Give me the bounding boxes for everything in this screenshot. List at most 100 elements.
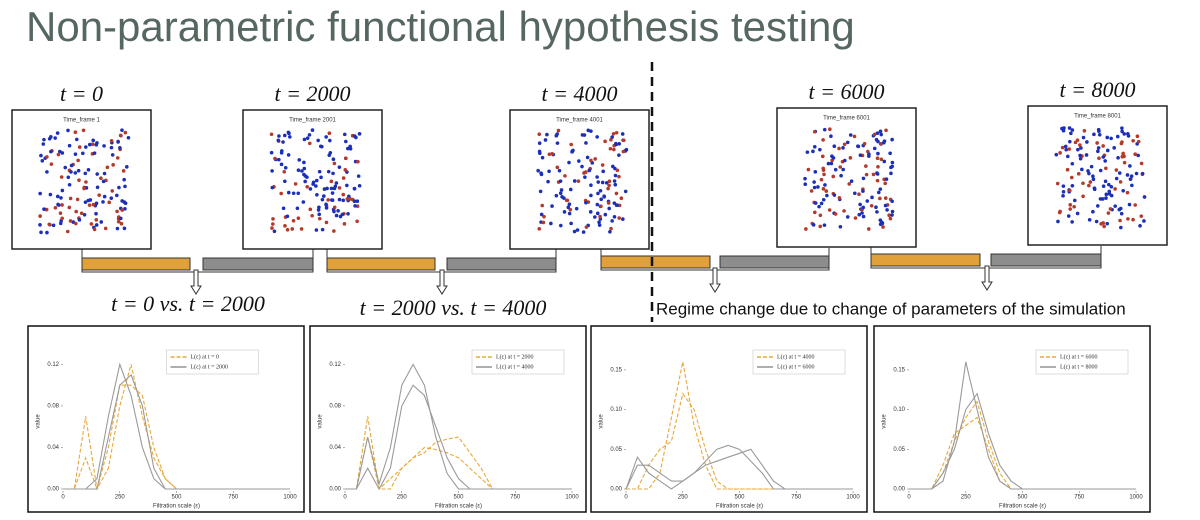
particle [75, 197, 80, 202]
particle [845, 215, 850, 219]
particle [51, 223, 56, 228]
particle [270, 169, 274, 173]
particle [1065, 154, 1070, 159]
particle [595, 211, 600, 216]
particle-cloud [803, 127, 895, 231]
particle [1060, 145, 1065, 150]
y-tick-label: 0.12 [329, 362, 341, 368]
particle [99, 176, 103, 180]
particle [38, 214, 42, 218]
particle [550, 151, 554, 156]
particle [1129, 174, 1134, 178]
particle [811, 223, 816, 227]
particle [823, 183, 827, 187]
particle [332, 229, 336, 233]
particle [558, 179, 563, 183]
particle [1097, 132, 1102, 137]
particle [1103, 159, 1107, 163]
particle [861, 176, 866, 181]
particle [87, 142, 92, 147]
particle [311, 182, 315, 186]
particle [614, 142, 618, 147]
particle [890, 213, 894, 217]
particle [1102, 224, 1106, 229]
particle [816, 185, 820, 189]
x-tick-label: 250 [115, 495, 126, 501]
particle [848, 156, 853, 160]
particle [356, 174, 361, 178]
particle [63, 165, 68, 170]
particle [115, 209, 119, 214]
particle [619, 196, 624, 201]
particle [66, 128, 70, 133]
particle [818, 224, 823, 229]
particle [556, 128, 561, 133]
particle [608, 229, 612, 234]
particle [83, 200, 88, 204]
particle [346, 211, 350, 216]
particle [73, 152, 78, 156]
particle [279, 151, 284, 155]
particle [624, 147, 629, 152]
particle [813, 201, 818, 205]
legend-label: L(ε) at t = 8000 [1060, 363, 1098, 370]
particle [1139, 161, 1144, 166]
particle [598, 188, 603, 193]
particle [567, 202, 572, 206]
particle [861, 214, 866, 219]
particle [107, 200, 111, 205]
particle [279, 162, 284, 167]
y-axis-label: value [318, 414, 324, 429]
x-tick-label: 750 [791, 495, 802, 501]
particle [90, 142, 95, 146]
particle [609, 226, 613, 231]
particle [56, 202, 60, 207]
particle [813, 170, 818, 174]
particle [875, 156, 880, 160]
particle [872, 146, 877, 151]
particle [1070, 220, 1074, 224]
y-tick-label: 0.15 [610, 367, 622, 373]
particle [819, 177, 824, 182]
particle [599, 197, 603, 202]
particle [343, 168, 348, 172]
particle [60, 151, 65, 155]
particle [569, 142, 574, 147]
particle [820, 154, 825, 159]
particle [610, 135, 614, 139]
curve [625, 448, 853, 490]
particle [1092, 132, 1096, 137]
particle [1087, 183, 1091, 188]
particle [310, 128, 315, 132]
particle [77, 218, 82, 222]
particle [876, 190, 881, 195]
particle [589, 183, 593, 187]
snapshot-frame [509, 109, 650, 250]
particle [804, 227, 808, 231]
particle [299, 227, 304, 231]
particle [317, 205, 321, 210]
particle [324, 202, 328, 207]
particle [122, 177, 126, 182]
particle [336, 209, 340, 213]
particle [296, 191, 301, 196]
particle [39, 230, 43, 235]
snapshot-frame [11, 109, 152, 250]
particle [116, 219, 121, 224]
particle [296, 168, 301, 173]
x-tick-label: 0 [907, 495, 911, 501]
particle [1068, 203, 1073, 207]
particle [833, 167, 838, 172]
particle [560, 195, 564, 199]
particle [328, 138, 332, 143]
comparison-label: t = 2000 vs. t = 4000 [360, 295, 547, 320]
particle [88, 198, 93, 202]
particle [612, 147, 616, 152]
particle [576, 179, 581, 183]
particle [852, 191, 857, 196]
particle [82, 186, 86, 191]
particle [330, 191, 335, 195]
particle [40, 158, 45, 163]
x-tick-label: 500 [1017, 495, 1028, 501]
